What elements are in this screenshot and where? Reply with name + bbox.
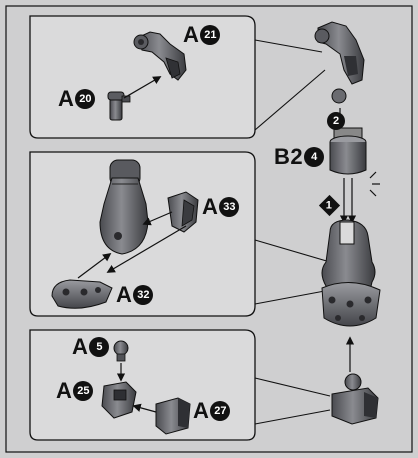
part-number: 21 [200,25,221,45]
part-label-b2-4: B2 4 [274,144,325,169]
callout-line [254,289,331,305]
page-border [5,5,413,453]
part-prefix: A [183,22,200,47]
arrow-a27-to-a25 [132,403,157,413]
arrow-a32-to-core [77,252,112,279]
motion-lines [369,171,380,197]
part-prefix: B2 [274,144,304,169]
assembled-base [331,373,379,425]
part-label-a25: A 25 [56,378,94,403]
part-number: 25 [73,381,94,401]
part-prefix: A [58,86,75,111]
part-number: 5 [89,337,110,357]
callout-line [254,69,326,131]
torso-core-part [99,159,149,255]
part-prefix: A [116,282,133,307]
part-prefix: A [193,398,210,423]
part-number: 33 [219,197,240,217]
part-prefix: A [56,378,73,403]
part-label-a20: A 20 [58,86,96,111]
back-plate-part-a33 [167,191,199,233]
panel-bottom [29,329,256,441]
arm-part-a21 [133,31,187,81]
step-2-marker: 2 [327,112,345,130]
part-label-a27: A 27 [193,398,231,423]
callout-line [254,377,331,397]
callout-line [254,409,331,425]
peg-part-a20 [107,91,131,121]
part-number: 27 [210,401,231,421]
part-prefix: A [72,334,89,359]
part-label-a5: A 5 [72,334,110,359]
arrow-a33-back [106,225,187,273]
front-plate-part-a32 [51,279,113,309]
part-label-a32: A 32 [116,282,154,307]
part-label-a21: A 21 [183,22,221,47]
callout-line [254,39,323,53]
arm-assembly-right [314,21,365,104]
callout-line [254,239,331,263]
ball-joint-part-a5 [113,340,129,362]
part-number: 32 [133,285,154,305]
assembled-torso [321,219,381,327]
part-prefix: A [202,194,219,219]
arrow-a20-to-a21 [123,76,162,99]
part-label-a33: A 33 [202,194,240,219]
panel-top [29,15,256,139]
block-part-a27 [155,397,191,435]
sleeve-part-b2-4 [329,127,367,175]
part-number: 4 [304,147,325,167]
socket-part-a25 [101,381,137,419]
arrow-a33-to-core [142,211,173,226]
part-number: 20 [75,89,96,109]
